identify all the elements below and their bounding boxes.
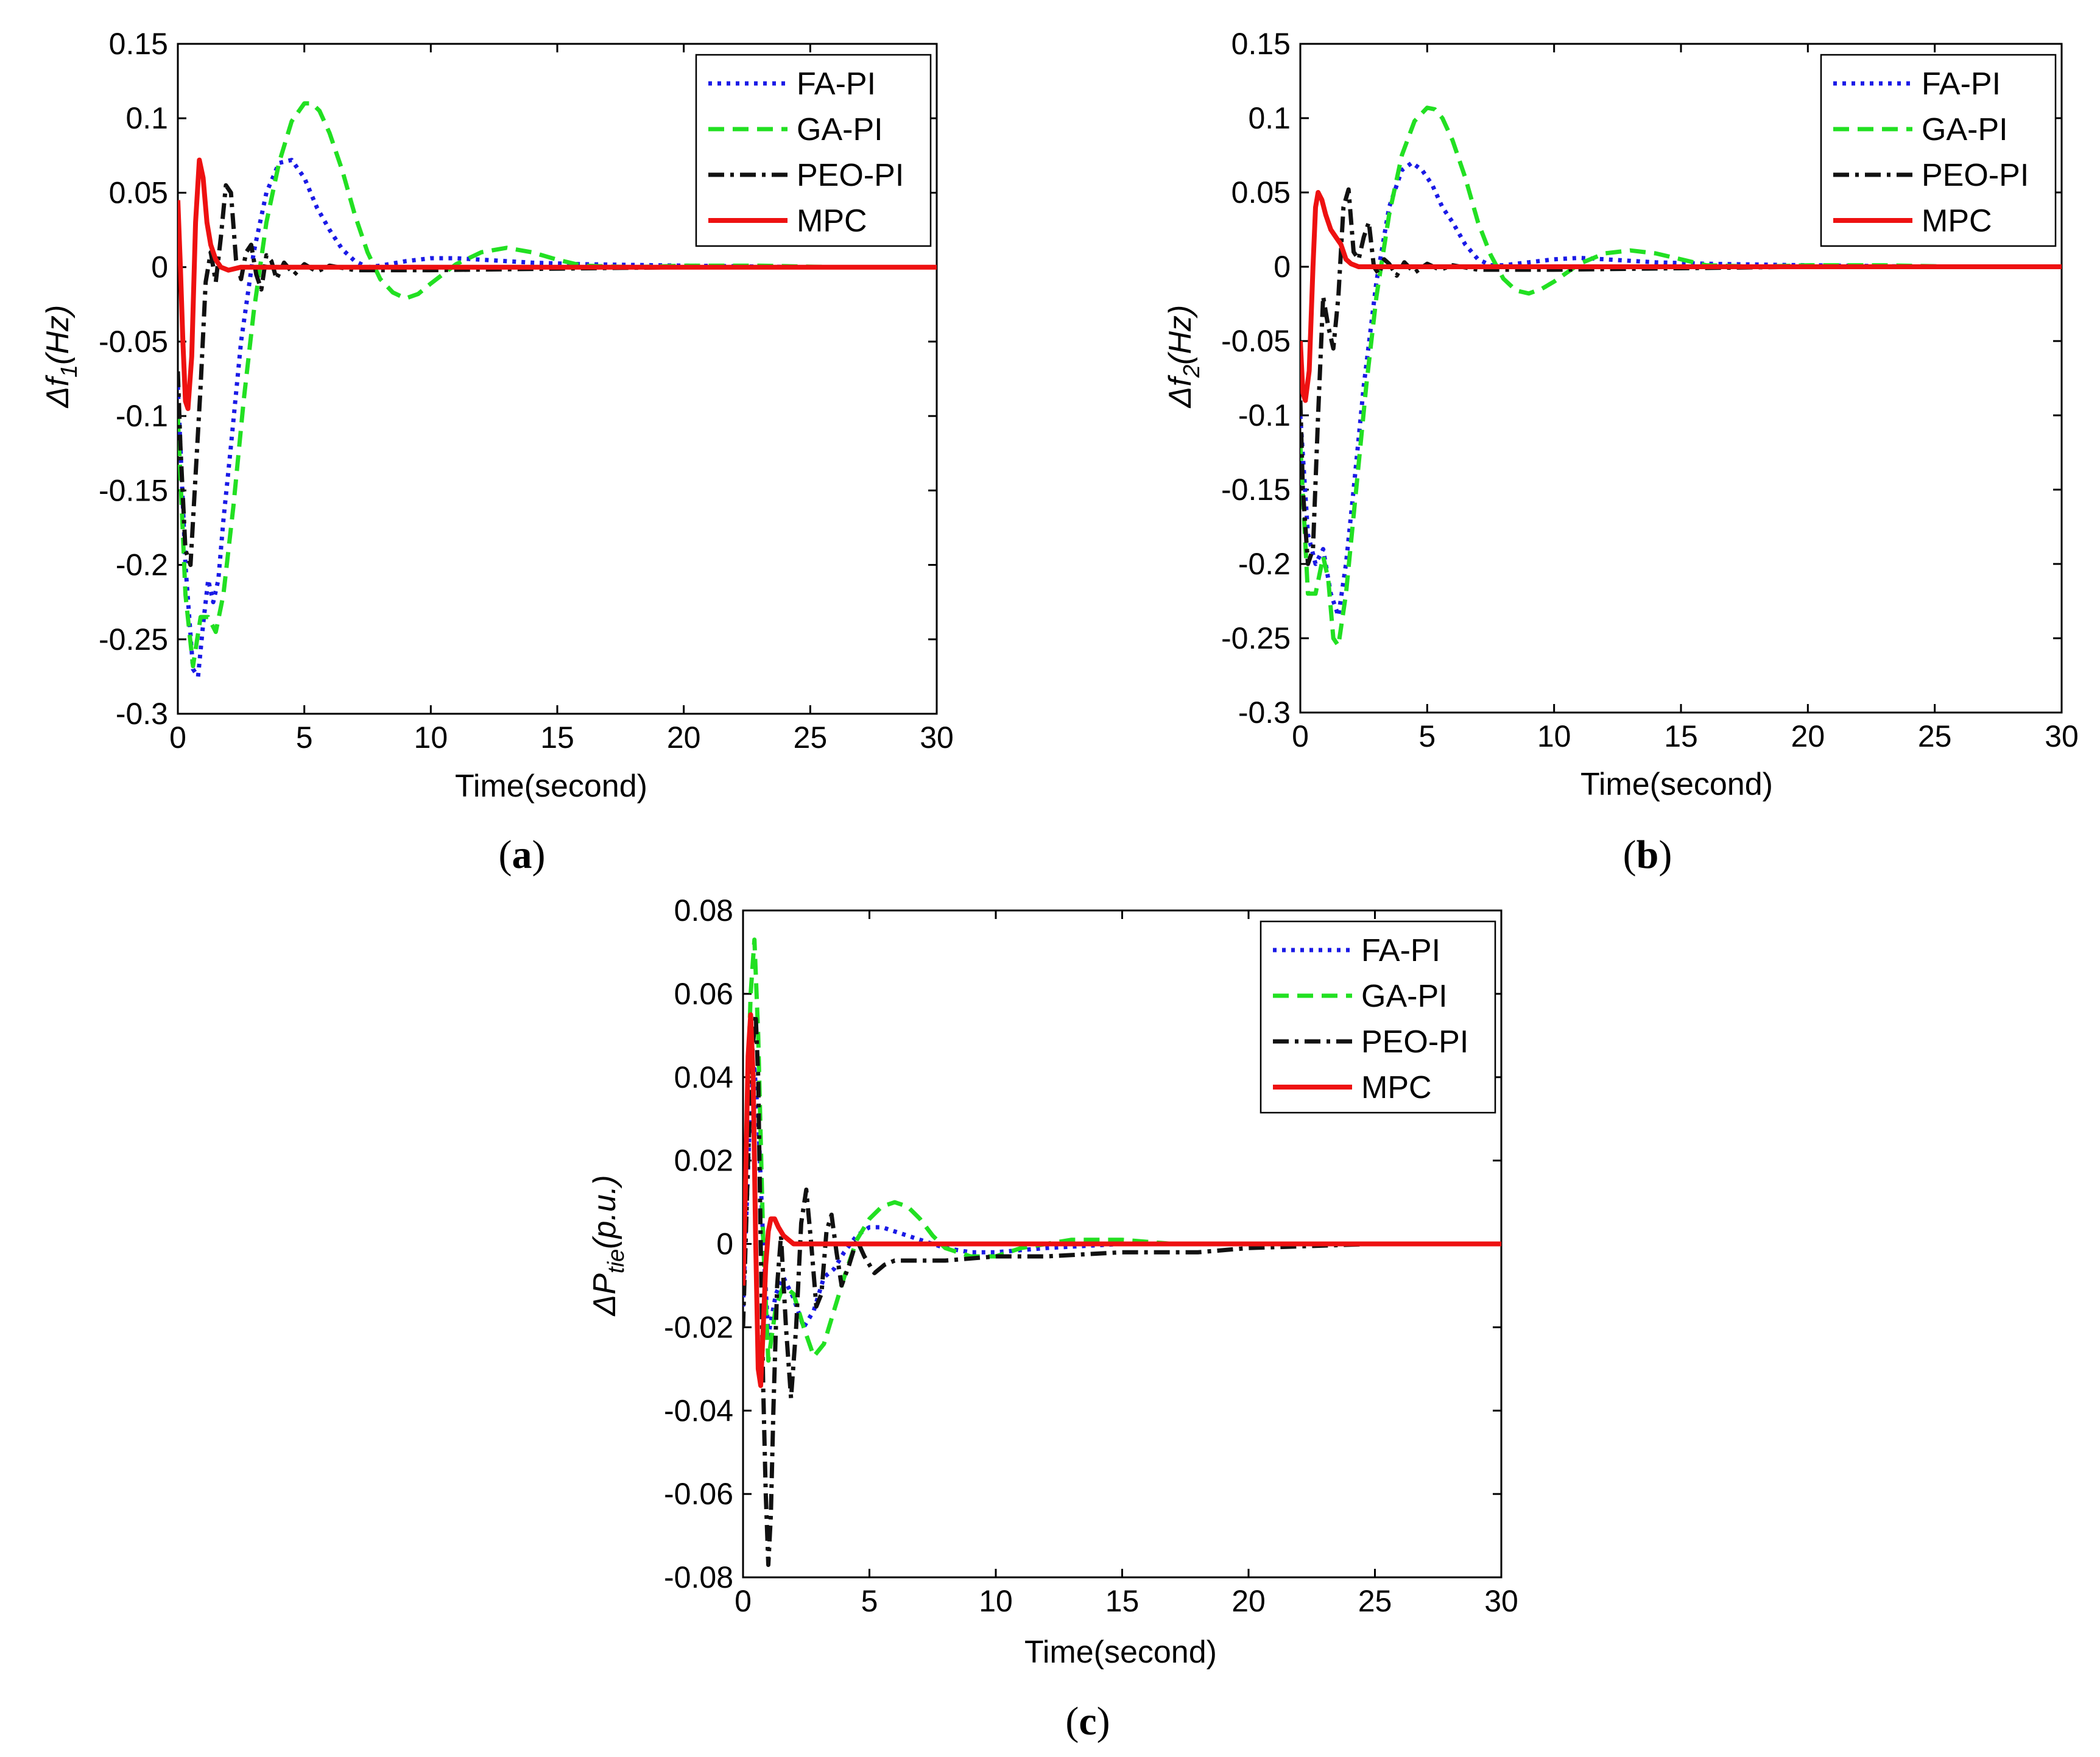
legend-box xyxy=(695,54,932,247)
x-tick-label: 30 xyxy=(2045,719,2079,753)
x-tick-label: 30 xyxy=(1484,1584,1518,1618)
series-line-mpc xyxy=(178,157,937,411)
legend: FA-PI GA-PI PEO-PI MPC xyxy=(695,54,932,247)
x-axis-label-b: Time(second) xyxy=(1580,767,1773,802)
series-line-fa-pi xyxy=(1300,160,2062,618)
y-tick-label: -0.1 xyxy=(116,399,168,433)
x-tick-label: 5 xyxy=(1418,719,1436,753)
x-axis-label-a: Time(second) xyxy=(455,769,647,804)
y-tick-label: -0.2 xyxy=(1238,547,1291,581)
y-tick-label: 0.15 xyxy=(109,27,168,61)
legend-label-ga-pi: GA-PI xyxy=(797,112,883,147)
x-tick-label: 15 xyxy=(1105,1584,1140,1618)
plot-area-c: -0.08 -0.06 -0.04 -0.02 0 0.02 0.04 0.06 0.08 0 5 1… xyxy=(664,893,1518,1618)
y-tick-label: -0.2 xyxy=(116,548,168,582)
y-tick-label: 0.08 xyxy=(674,893,733,928)
x-tick-label: 25 xyxy=(1918,719,1952,753)
y-tick-label: 0.1 xyxy=(1248,101,1291,135)
series-line-ga-pi xyxy=(1300,105,2062,648)
y-tick-label: 0.02 xyxy=(674,1144,733,1178)
legend: FA-PI GA-PI PEO-PI MPC xyxy=(1820,54,2057,247)
y-tick-label: 0.05 xyxy=(1231,175,1291,210)
y-tick-label: 0 xyxy=(716,1227,733,1261)
y-tick-label: -0.1 xyxy=(1238,398,1291,432)
x-tick-label: 20 xyxy=(667,720,701,755)
y-axis-label-b: Δf2(Hz) xyxy=(1163,305,1205,409)
y-axis-label-a: Δf1(Hz) xyxy=(40,305,82,409)
series-group xyxy=(178,101,937,679)
x-tick-label: 10 xyxy=(414,720,448,755)
chart-panel-a: -0.3 -0.25 -0.2 -0.15 -0.1 -0.05 0 0.05 0.1 0.15 0… xyxy=(40,27,954,877)
y-tick-label: 0 xyxy=(151,250,168,284)
y-tick-label: -0.15 xyxy=(1221,473,1291,507)
y-tick-label: -0.06 xyxy=(664,1477,733,1511)
x-tick-label: 15 xyxy=(1664,719,1698,753)
plot-area-b: -0.3 -0.25 -0.2 -0.15 -0.1 -0.05 0 0.05 0.1 0.15 0… xyxy=(1221,27,2079,753)
legend-label-fa-pi: FA-PI xyxy=(797,66,876,102)
legend-label-peo-pi: PEO-PI xyxy=(1922,158,2029,193)
series-line-ga-pi xyxy=(178,101,937,669)
legend-box xyxy=(1260,920,1496,1114)
chart-panel-b: -0.3 -0.25 -0.2 -0.15 -0.1 -0.05 0 0.05 0.1 0.15 0… xyxy=(1163,27,2079,877)
legend-label-mpc: MPC xyxy=(1361,1070,1432,1105)
y-tick-label: -0.15 xyxy=(99,473,168,507)
x-tick-label: 30 xyxy=(920,720,954,755)
y-tick-label: -0.08 xyxy=(664,1560,733,1594)
x-axis-label-c: Time(second) xyxy=(1024,1635,1217,1670)
y-tick-label: -0.05 xyxy=(1221,324,1291,358)
panel-caption-b: (b) xyxy=(1623,833,1672,877)
legend-label-fa-pi: FA-PI xyxy=(1361,933,1440,968)
legend-label-ga-pi: GA-PI xyxy=(1922,112,2008,147)
y-tick-label: -0.05 xyxy=(99,325,168,359)
legend-label-mpc: MPC xyxy=(1922,203,1992,239)
x-tick-label: 10 xyxy=(979,1584,1013,1618)
plot-area-a: -0.3 -0.25 -0.2 -0.15 -0.1 -0.05 0 0.05 0.1 0.15 0… xyxy=(99,27,954,755)
y-tick-label: 0.06 xyxy=(674,977,733,1011)
x-tick-label: 5 xyxy=(861,1584,878,1618)
y-tick-label: 0.04 xyxy=(674,1060,733,1094)
x-tick-label: 0 xyxy=(169,720,186,755)
panel-caption-a: (a) xyxy=(499,833,546,877)
legend-label-peo-pi: PEO-PI xyxy=(1361,1024,1468,1060)
y-tick-label: -0.3 xyxy=(1238,695,1291,730)
legend: FA-PI GA-PI PEO-PI MPC xyxy=(1260,920,1496,1114)
series-group xyxy=(743,937,1501,1567)
y-tick-label: -0.02 xyxy=(664,1310,733,1344)
legend-label-fa-pi: FA-PI xyxy=(1922,66,2001,102)
x-tick-label: 25 xyxy=(794,720,828,755)
y-tick-label: -0.3 xyxy=(116,697,168,731)
series-line-mpc xyxy=(1300,190,2062,403)
y-tick-label: 0.05 xyxy=(109,175,168,210)
y-tick-label: 0.15 xyxy=(1231,27,1291,61)
x-tick-label: 20 xyxy=(1231,1584,1266,1618)
chart-panel-c: -0.08 -0.06 -0.04 -0.02 0 0.02 0.04 0.06 0.08 0 5 1… xyxy=(587,893,1518,1744)
y-tick-label: -0.25 xyxy=(99,622,168,657)
x-tick-label: 5 xyxy=(296,720,313,755)
x-tick-label: 0 xyxy=(1292,719,1309,753)
legend-label-mpc: MPC xyxy=(797,203,867,239)
x-tick-label: 20 xyxy=(1791,719,1825,753)
y-tick-label: -0.04 xyxy=(664,1393,733,1428)
series-group xyxy=(1300,105,2062,648)
x-tick-label: 15 xyxy=(540,720,574,755)
y-tick-label: 0.1 xyxy=(125,101,168,135)
y-axis-label-c: ΔPtie(p.u.) xyxy=(587,1175,629,1317)
legend-label-ga-pi: GA-PI xyxy=(1361,979,1448,1014)
series-line-mpc xyxy=(743,1012,1501,1389)
y-tick-label: -0.25 xyxy=(1221,621,1291,655)
y-tick-label: 0 xyxy=(1274,250,1291,284)
legend-label-peo-pi: PEO-PI xyxy=(797,158,904,193)
panel-caption-c: (c) xyxy=(1065,1699,1110,1744)
x-tick-label: 25 xyxy=(1358,1584,1392,1618)
x-tick-label: 0 xyxy=(735,1584,752,1618)
x-tick-label: 10 xyxy=(1537,719,1571,753)
legend-box xyxy=(1820,54,2057,247)
